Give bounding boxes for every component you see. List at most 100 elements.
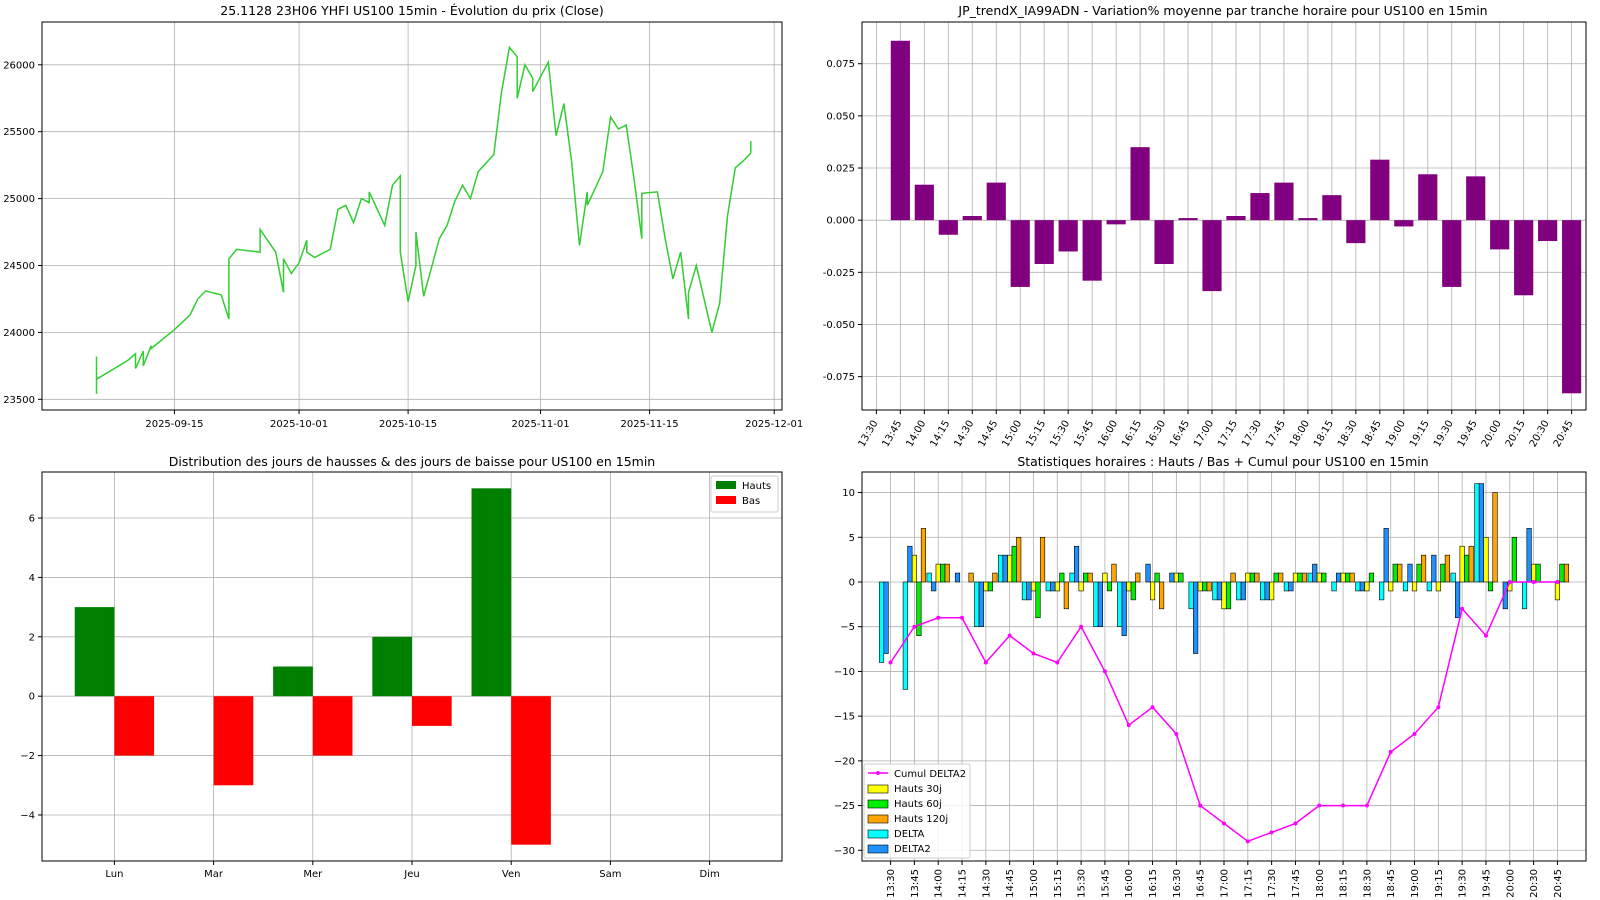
stats-cumul-point xyxy=(1436,705,1441,710)
stats-bar-hauts-120j xyxy=(1159,581,1165,610)
day-distribution-legend: Hauts Bas xyxy=(710,475,779,513)
variation-bar xyxy=(914,184,934,221)
hourly-stats-title: Statistiques horaires : Hauts / Bas + Cu… xyxy=(1017,454,1428,469)
stats-bar-delta xyxy=(1379,581,1385,601)
stats-bar-hauts-120j xyxy=(1135,572,1141,583)
price-x-tick-label: 2025-09-15 xyxy=(145,419,203,430)
stats-bar-delta2 xyxy=(1193,581,1199,654)
stats-x-tick-label: 14:30 xyxy=(981,869,992,898)
stats-cumul-point xyxy=(960,615,965,620)
variation-x-tick-label: 15:00 xyxy=(1000,419,1024,449)
stats-y-tick-label: −10 xyxy=(834,667,855,678)
stats-bar-delta2 xyxy=(1455,581,1461,619)
stats-bar-hauts-120j xyxy=(1563,563,1570,583)
stats-bar-hauts-120j xyxy=(1397,563,1403,583)
stats-bar-delta xyxy=(1093,581,1099,628)
variation-x-tick-label: 14:45 xyxy=(976,419,1000,449)
stats-bar-hauts-60j xyxy=(1249,572,1255,583)
stats-cumul-point xyxy=(1126,723,1131,728)
stats-bar-hauts-30j xyxy=(1364,581,1370,592)
stats-bar-hauts-30j xyxy=(1126,581,1132,592)
day-bar-bas xyxy=(213,696,254,786)
stats-bar-hauts-30j xyxy=(1221,581,1227,610)
stats-bar-hauts-120j xyxy=(1444,554,1450,583)
price-y-tick-label: 25000 xyxy=(3,194,35,205)
stats-bar-hauts-120j xyxy=(1349,572,1355,583)
stats-y-tick-label: 5 xyxy=(849,533,855,544)
price-x-tick-label: 2025-10-01 xyxy=(270,419,328,430)
variation-bar xyxy=(1202,220,1222,292)
stats-cumul-point xyxy=(983,660,988,665)
stats-bar-hauts-30j xyxy=(1149,581,1156,601)
variation-bar xyxy=(1418,174,1438,221)
stats-cumul-point xyxy=(1198,803,1203,808)
stats-cumul-point xyxy=(1293,821,1298,826)
stats-bar-hauts-120j xyxy=(992,572,998,583)
stats-bar-hauts-120j xyxy=(920,528,927,583)
stats-x-tick-label: 18:30 xyxy=(1362,869,1373,898)
stats-bar-hauts-60j xyxy=(1368,572,1374,583)
stats-x-tick-label: 16:30 xyxy=(1172,869,1183,898)
stats-bar-hauts-60j xyxy=(1321,572,1327,583)
hourly-stats-frame xyxy=(861,471,1587,862)
legend-label-h60: Hauts 60j xyxy=(894,799,942,810)
stats-bar-hauts-120j xyxy=(1087,572,1093,583)
stats-bar-hauts-120j xyxy=(1111,563,1117,583)
stats-x-tick-label: 14:15 xyxy=(958,869,969,898)
day-x-tick-label: Mar xyxy=(204,869,224,880)
stats-bar-delta2 xyxy=(1121,581,1127,636)
day-distribution-frame xyxy=(41,471,783,862)
stats-cumul-point xyxy=(1364,803,1369,808)
variation-bar xyxy=(1370,159,1390,221)
legend-swatch-bas xyxy=(716,496,736,504)
stats-x-tick-label: 17:30 xyxy=(1267,869,1278,898)
stats-bar-hauts-60j xyxy=(940,563,946,583)
stats-bar-delta xyxy=(1402,581,1409,592)
day-x-tick-label: Dim xyxy=(699,869,719,880)
stats-bar-hauts-60j xyxy=(1440,563,1446,583)
stats-bar-delta2 xyxy=(1074,545,1080,583)
stats-cumul-point xyxy=(1055,660,1060,665)
stats-bar-hauts-30j xyxy=(1388,581,1394,592)
stats-bar-delta xyxy=(1117,581,1123,628)
variation-y-tick-label: 0.075 xyxy=(826,59,855,70)
stats-bar-hauts-120j xyxy=(1421,554,1427,583)
stats-bar-delta2 xyxy=(1050,581,1056,592)
stats-bar-hauts-120j xyxy=(1039,536,1046,583)
stats-cumul-point xyxy=(936,615,941,620)
stats-cumul-point xyxy=(1269,830,1274,835)
stats-bar-hauts-120j xyxy=(1254,572,1260,583)
stats-x-tick-label: 18:45 xyxy=(1386,869,1397,898)
stats-x-tick-label: 15:45 xyxy=(1100,869,1111,898)
variation-bar xyxy=(1442,220,1462,287)
stats-bar-hauts-30j xyxy=(1292,572,1299,583)
stats-bar-hauts-120j xyxy=(1468,545,1474,583)
stats-bar-hauts-60j xyxy=(1011,545,1017,583)
legend-marker-cumul xyxy=(876,771,880,775)
day-distribution-panel: Distribution des jours de hausses & des … xyxy=(20,454,783,880)
variation-y-tick-label: 0.050 xyxy=(826,111,855,122)
price-x-tick-label: 2025-12-01 xyxy=(745,419,803,430)
stats-bar-hauts-30j xyxy=(935,563,941,583)
day-x-tick-label: Sam xyxy=(599,869,621,880)
stats-bar-delta2 xyxy=(931,581,937,592)
stats-x-tick-label: 15:15 xyxy=(1053,869,1064,898)
day-bar-bas xyxy=(412,696,452,726)
day-y-tick-label: 4 xyxy=(29,573,35,584)
stats-bar-delta2 xyxy=(1526,528,1532,583)
variation-x-tick-label: 13:45 xyxy=(881,419,905,449)
day-bar-hauts xyxy=(372,636,412,697)
day-bar-hauts xyxy=(471,488,512,697)
variation-x-tick-label: 14:15 xyxy=(928,419,952,449)
variation-bar xyxy=(1274,182,1294,221)
variation-x-tick-label: 15:30 xyxy=(1048,419,1072,449)
stats-cumul-point xyxy=(1150,705,1155,710)
stats-bar-hauts-60j xyxy=(1392,563,1398,583)
price-y-tick-label: 23500 xyxy=(3,395,35,406)
stats-cumul-point xyxy=(1341,803,1346,808)
variation-bar xyxy=(1346,220,1366,244)
stats-bar-delta2 xyxy=(1145,563,1151,583)
stats-bar-hauts-120j xyxy=(1278,572,1284,583)
stats-bar-delta2 xyxy=(954,572,961,583)
